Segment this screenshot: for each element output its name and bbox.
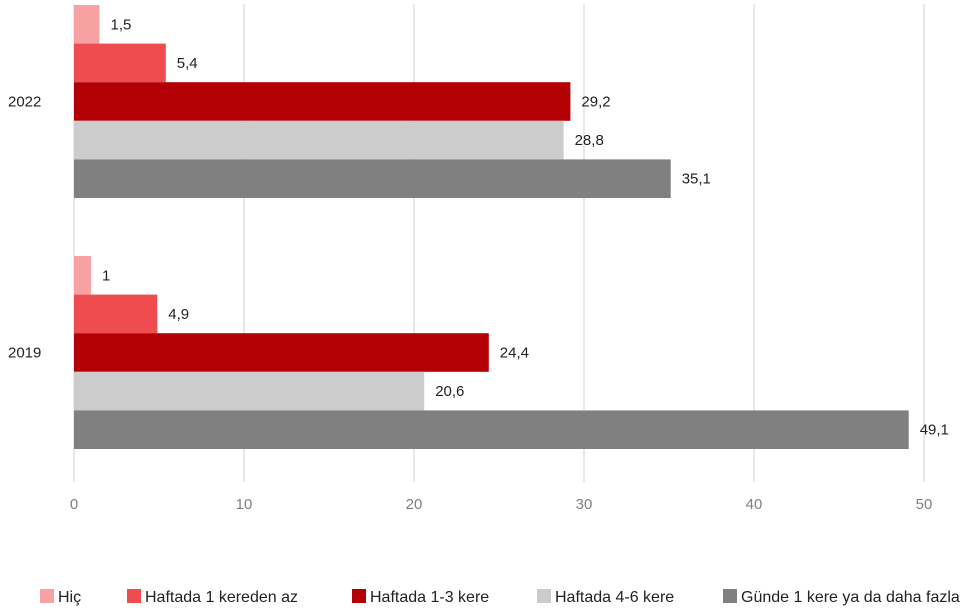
- category-label: 2022: [8, 94, 41, 111]
- bar: [74, 43, 166, 83]
- x-tick-label: 30: [576, 496, 593, 513]
- bar: [74, 410, 909, 449]
- data-label: 5,4: [177, 55, 198, 72]
- x-tick-label: 20: [406, 496, 423, 513]
- data-label: 28,8: [575, 132, 604, 149]
- data-label: 1: [102, 267, 110, 284]
- bar: [74, 371, 425, 411]
- bar: [74, 159, 671, 198]
- data-label: 1,5: [111, 16, 132, 33]
- legend-label: Günde 1 kere ya da daha fazla: [741, 589, 960, 606]
- bar: [74, 5, 100, 44]
- data-label: 4,9: [168, 306, 189, 323]
- category-label: 2019: [8, 345, 41, 362]
- x-tick-label: 50: [916, 496, 933, 513]
- bar: [74, 256, 91, 295]
- data-label: 20,6: [435, 383, 464, 400]
- legend-label: Haftada 1-3 kere: [370, 589, 489, 606]
- bar: [74, 120, 564, 160]
- axes: 0 10 20 30 40 50 2022 2019: [8, 94, 932, 514]
- data-label: 49,1: [920, 422, 949, 439]
- legend-swatch: [723, 589, 737, 603]
- data-label: 35,1: [682, 171, 711, 188]
- bars: [74, 5, 909, 449]
- x-tick-label: 10: [236, 496, 253, 513]
- bar: [74, 294, 158, 334]
- legend: Hiç Haftada 1 kereden az Haftada 1-3 kere H…: [40, 589, 960, 606]
- legend-label: Haftada 4-6 kere: [555, 589, 674, 606]
- bar: [74, 333, 489, 372]
- x-tick-label: 40: [746, 496, 763, 513]
- bar: [74, 82, 571, 121]
- data-label: 24,4: [500, 345, 529, 362]
- legend-swatch: [537, 589, 551, 603]
- legend-swatch: [127, 589, 141, 603]
- legend-label: Haftada 1 kereden az: [145, 589, 298, 606]
- legend-swatch: [40, 589, 54, 603]
- legend-label: Hiç: [58, 589, 81, 606]
- data-labels: 1,5 5,4 29,2 28,8 35,1 1 4,9 24,4 20,6 49,1: [102, 16, 949, 438]
- x-tick-label: 0: [70, 496, 78, 513]
- legend-swatch: [352, 589, 366, 603]
- data-label: 29,2: [581, 94, 610, 111]
